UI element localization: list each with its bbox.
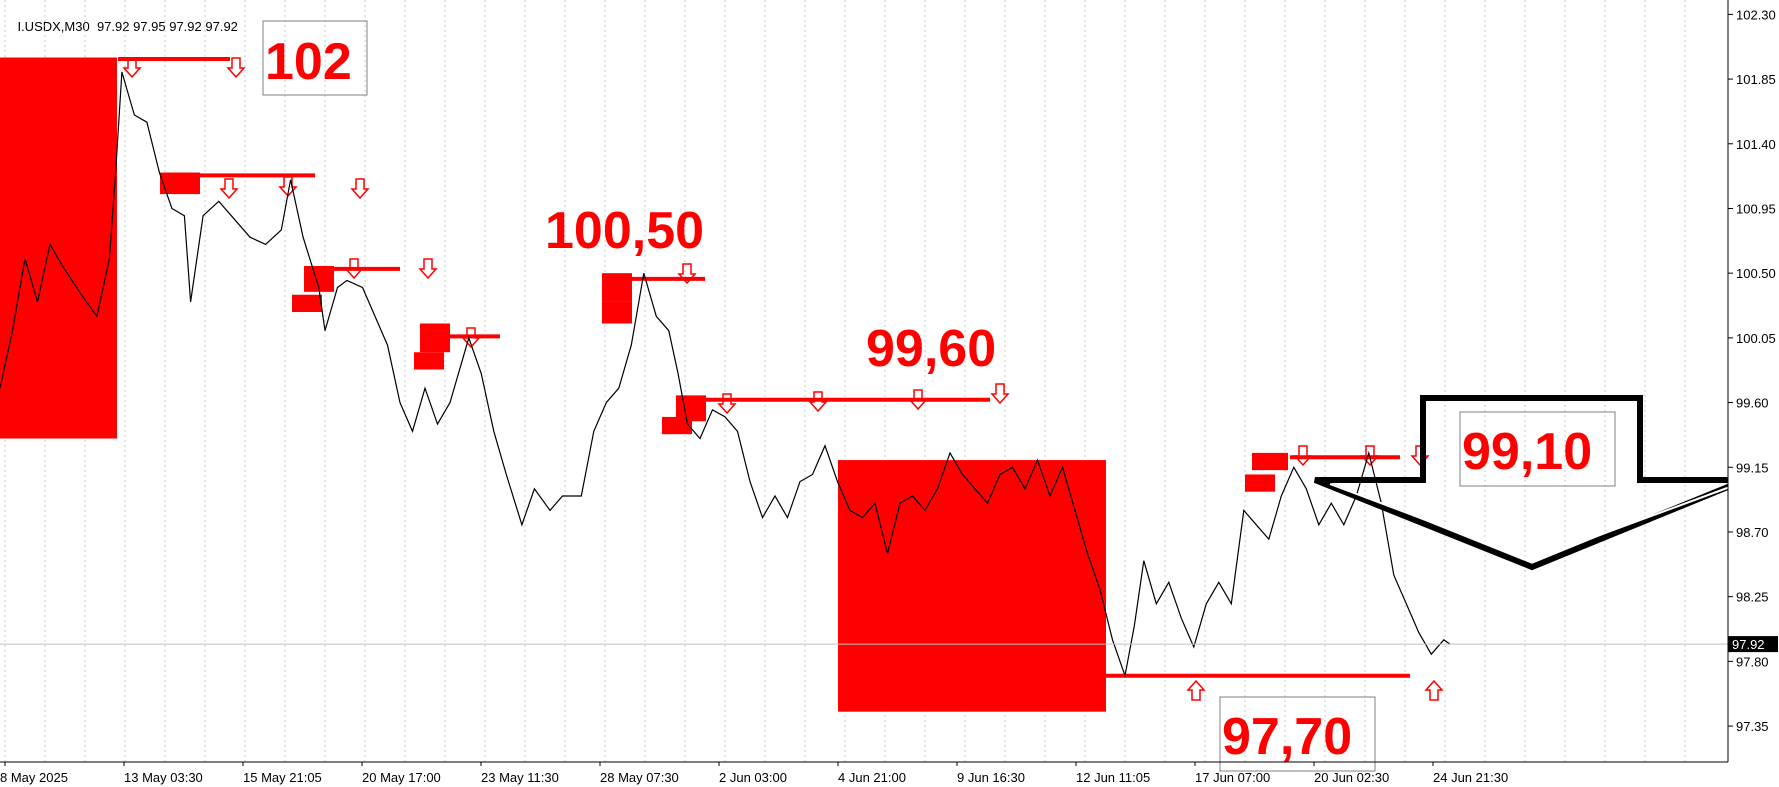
order-block: [292, 294, 322, 312]
symbol-header: I.USDX,M30 97.92 97.95 97.92 97.92: [3, 4, 238, 49]
down-arrow: [1360, 445, 1380, 467]
order-block: [160, 172, 200, 195]
down-arrow: [990, 383, 1010, 405]
supply-zone-left: [0, 57, 117, 439]
price-series-line: [0, 71, 1451, 679]
order-block: [1252, 452, 1288, 471]
x-tick-label: 20 Jun 02:30: [1314, 770, 1389, 785]
label-102: 102: [265, 33, 352, 91]
down-arrow: [278, 176, 298, 198]
down-arrow: [908, 389, 928, 411]
order-block: [602, 301, 632, 324]
label-box-102: [262, 20, 368, 96]
x-tick-label: 23 May 11:30: [481, 770, 559, 785]
down-arrow: [717, 393, 737, 415]
x-tick-label: 28 May 07:30: [600, 770, 679, 785]
label-97-70: 97,70: [1222, 708, 1352, 766]
down-arrow: [808, 391, 828, 413]
y-tick-label: 98.70: [1736, 525, 1769, 540]
x-tick-label: 8 May 2025: [0, 770, 68, 785]
arrow-inner-line: [1329, 483, 1739, 562]
y-tick-label: 98.25: [1736, 590, 1769, 605]
x-tick-label: 13 May 03:30: [124, 770, 203, 785]
y-tick-label: 100.05: [1736, 331, 1776, 346]
y-tick-label: 99.60: [1736, 396, 1769, 411]
y-tick-label: 102.30: [1736, 7, 1776, 22]
y-tick-label: 99.15: [1736, 460, 1769, 475]
order-block: [1245, 474, 1275, 492]
down-arrow: [418, 258, 438, 280]
x-tick-label: 4 Jun 21:00: [838, 770, 906, 785]
current-price-tag: [1728, 636, 1778, 653]
x-tick-label: 2 Jun 03:00: [719, 770, 787, 785]
order-block: [602, 273, 632, 302]
order-block: [1052, 672, 1082, 691]
order-block: [414, 352, 444, 370]
down-arrow: [344, 258, 364, 280]
y-tick-label: 100.95: [1736, 201, 1776, 216]
y-tick-label: 101.85: [1736, 72, 1776, 87]
price-axis-bg: [1728, 0, 1779, 787]
y-tick-label: 97.80: [1736, 654, 1769, 669]
down-arrow: [461, 327, 481, 349]
up-arrow: [1424, 679, 1444, 701]
x-tick-label: 20 May 17:00: [362, 770, 441, 785]
label-box-97-70: [1219, 696, 1376, 772]
ohlc-values: 97.92 97.95 97.92 97.92: [96, 19, 238, 34]
down-arrow: [350, 178, 370, 200]
symbol-name: I.USDX,M30: [17, 19, 90, 34]
label-100-50: 100,50: [545, 202, 704, 260]
down-arrow: [1293, 445, 1313, 467]
x-tick-label: 9 Jun 16:30: [957, 770, 1025, 785]
up-arrow: [1186, 679, 1206, 701]
down-arrow: [226, 57, 246, 79]
label-box-99-10: [1459, 411, 1616, 487]
order-block: [662, 416, 692, 435]
y-tick-label: 97.35: [1736, 719, 1769, 734]
down-trend-arrow: [1313, 395, 1747, 571]
x-tick-label: 12 Jun 11:05: [1076, 770, 1150, 785]
current-price-tag-label: 97.92: [1732, 637, 1765, 652]
down-arrow: [219, 178, 239, 200]
down-arrow: [122, 57, 142, 79]
label-99-60: 99,60: [866, 320, 996, 378]
order-block: [84, 64, 114, 94]
down-arrow: [677, 263, 697, 285]
x-tick-label: 24 Jun 21:30: [1433, 770, 1508, 785]
y-tick-label: 100.50: [1736, 266, 1776, 281]
y-tick-label: 101.40: [1736, 137, 1776, 152]
x-tick-label: 15 May 21:05: [243, 770, 322, 785]
x-tick-label: 17 Jun 07:00: [1195, 770, 1270, 785]
label-99-10: 99,10: [1462, 423, 1592, 481]
